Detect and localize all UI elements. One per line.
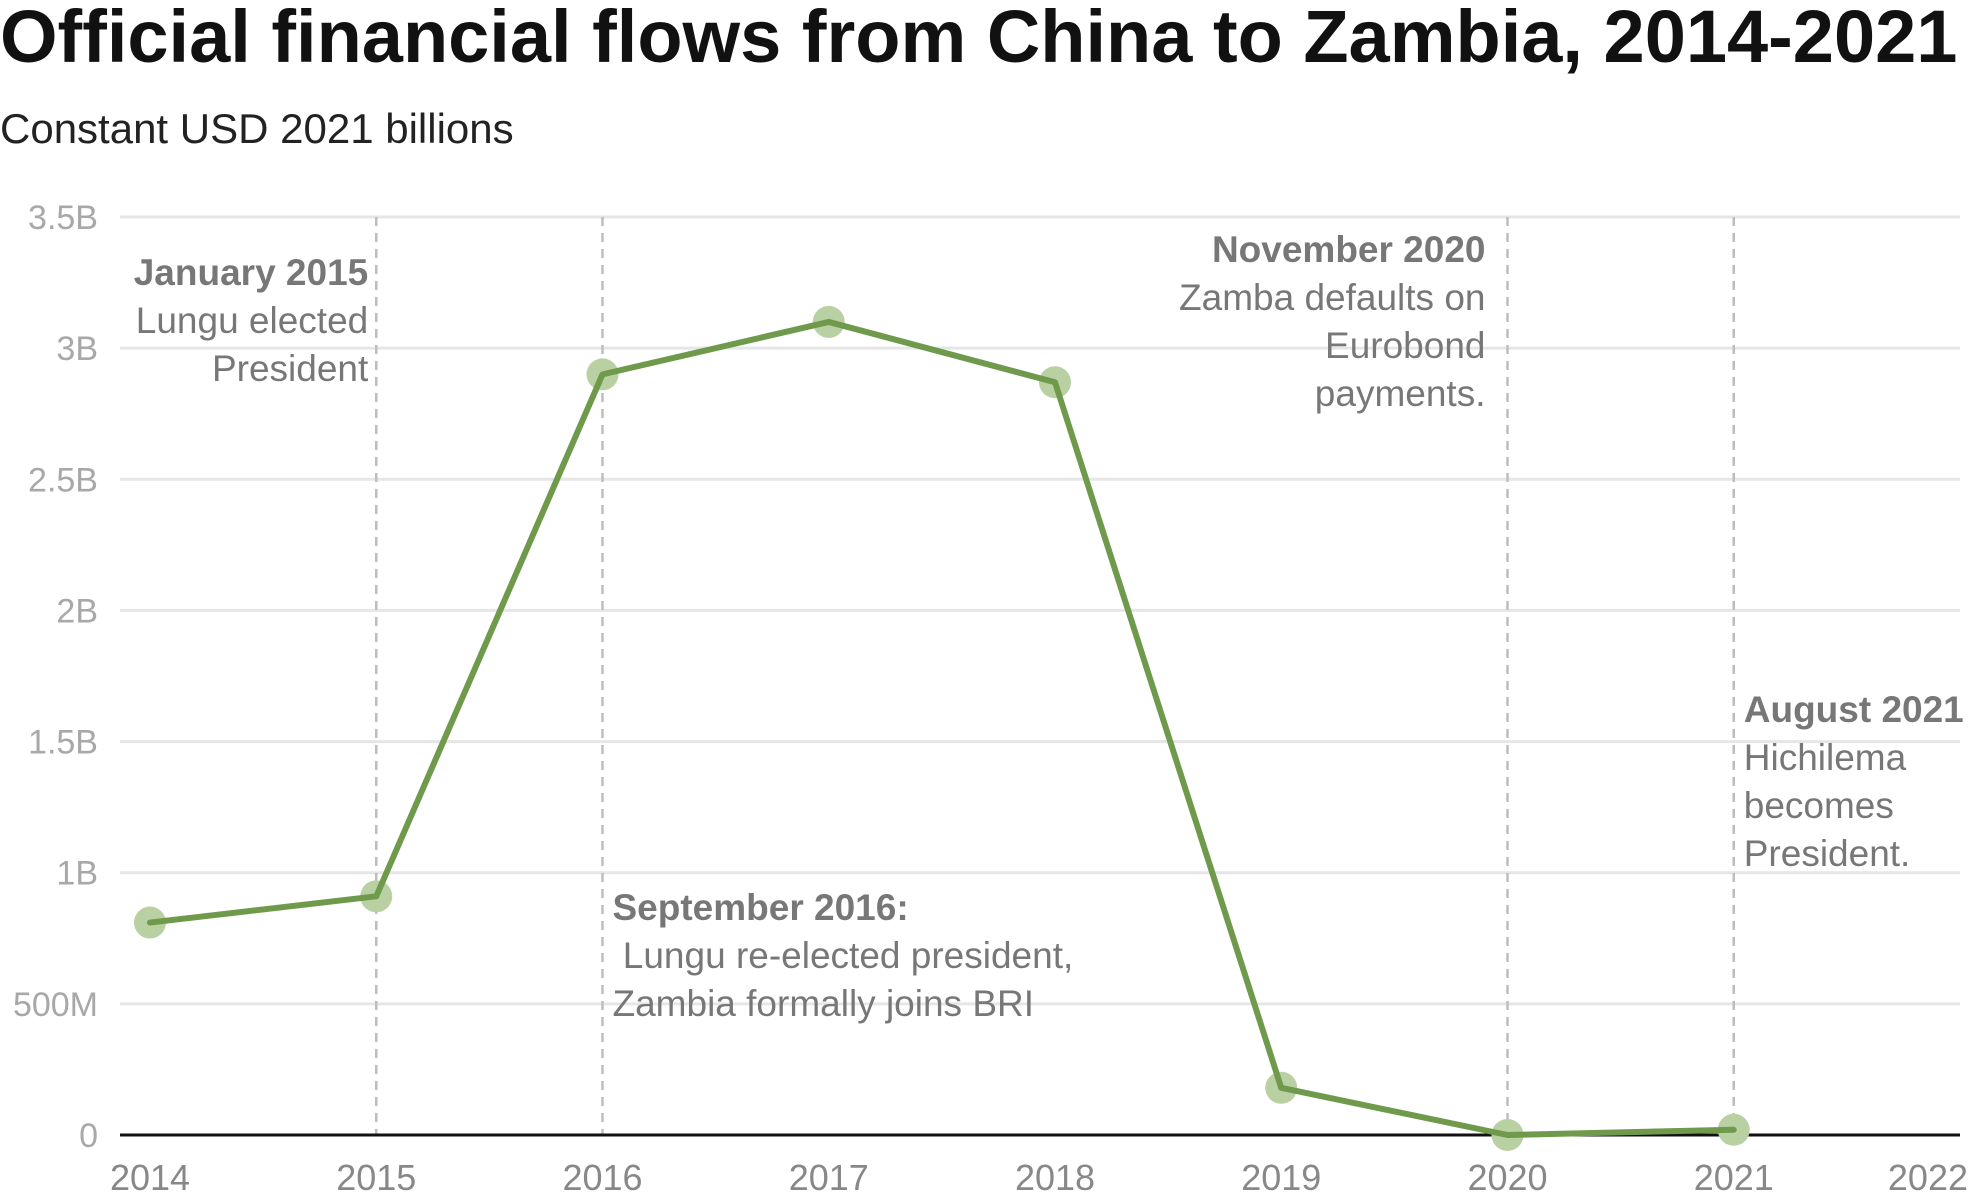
annotation-text: President. (1744, 833, 1911, 874)
x-tick-label: 2016 (562, 1157, 642, 1194)
annotation-text: Zamba defaults on (1179, 277, 1485, 318)
y-tick-label: 3.5B (28, 199, 98, 237)
x-tick-label: 2018 (1015, 1157, 1095, 1194)
annotation: August 2021 Hichilema becomes President. (1744, 689, 1964, 874)
annotation-text: Zambia formally joins BRI (613, 983, 1035, 1024)
annotation-text: becomes (1744, 785, 1894, 826)
x-axis-tick-labels: 2014 2015 2016 2017 2018 2019 2020 2021 2022 (110, 1157, 1968, 1194)
chart-subtitle: Constant USD 2021 billions (0, 105, 514, 152)
y-tick-label: 2.5B (28, 461, 98, 499)
data-series (134, 305, 1750, 1151)
x-tick-label: 2019 (1241, 1157, 1321, 1194)
gridlines (120, 215, 1960, 1006)
annotations: January 2015 Lungu elected President Septem… (134, 229, 1964, 1024)
annotation-text: Eurobond (1325, 325, 1485, 366)
annotation-heading: January 2015 (134, 252, 369, 293)
annotation: September 2016: Lungu re-elected preside… (613, 887, 1074, 1024)
series-line (147, 318, 1737, 1138)
x-tick-label: 2021 (1694, 1157, 1774, 1194)
annotation-text: payments. (1315, 373, 1486, 414)
y-tick-label: 2B (56, 592, 98, 630)
annotation-heading: November 2020 (1212, 229, 1486, 270)
annotation-heading: September 2016: (613, 887, 909, 928)
x-tick-label: 2014 (110, 1157, 190, 1194)
annotation-heading: August 2021 (1744, 689, 1964, 730)
annotation-text: Lungu re-elected president, (613, 935, 1074, 976)
annotation-text: President (212, 348, 369, 389)
annotation: November 2020 Zamba defaults on Eurobond pa… (1179, 229, 1485, 414)
x-tick-label: 2020 (1467, 1157, 1547, 1194)
y-tick-label: 3B (56, 330, 98, 368)
annotation-text: Hichilema (1744, 737, 1907, 778)
y-tick-label: 1.5B (28, 724, 98, 762)
x-tick-label: 2017 (789, 1157, 869, 1194)
chart-title: Official financial flows from China to Z… (0, 0, 1958, 78)
y-tick-label: 1B (56, 855, 98, 893)
x-tick-label: 2022 (1888, 1157, 1968, 1194)
reference-lines (375, 217, 1735, 1135)
annotation: January 2015 Lungu elected President (134, 252, 369, 389)
annotation-text: Lungu elected (136, 300, 368, 341)
y-tick-label: 500M (13, 986, 98, 1024)
x-tick-label: 2015 (336, 1157, 416, 1194)
y-tick-label: 0 (79, 1117, 98, 1155)
y-axis-tick-labels: 0 500M 1B 1.5B 2B 2.5B 3B 3.5B (13, 199, 98, 1155)
